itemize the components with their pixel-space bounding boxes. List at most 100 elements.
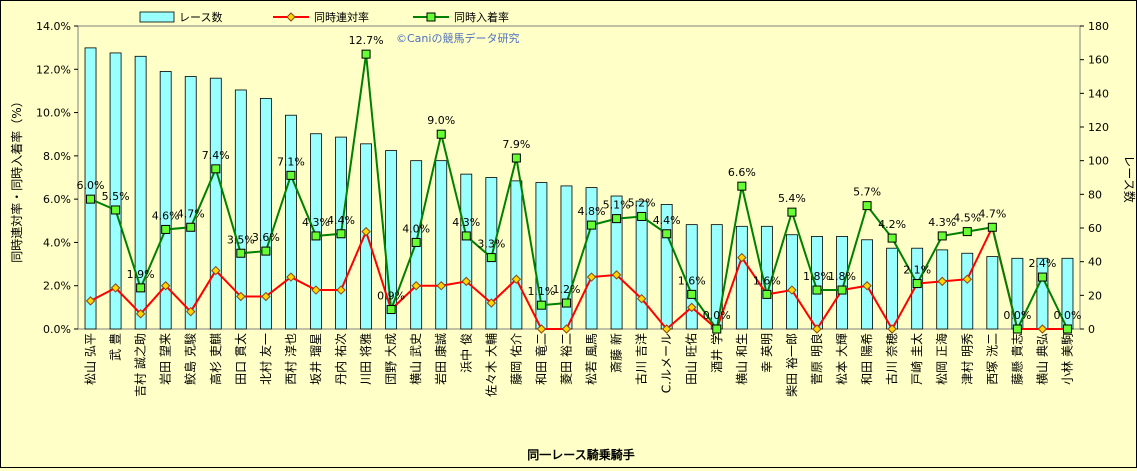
x-tick-label: 吉村 誠之助 (134, 333, 148, 397)
point-simultaneous-rentai (636, 293, 647, 304)
bar-race-count (585, 187, 598, 330)
x-axis-title: 同一レース騎乗騎手 (527, 447, 634, 462)
point-simultaneous-nyuchaku (411, 237, 421, 247)
point-simultaneous-rentai (812, 324, 822, 334)
y-right-tick-label: 180 (1088, 20, 1109, 33)
bar-race-count (635, 200, 648, 330)
y-left-tick-label: 6.0% (43, 193, 71, 206)
x-tick-label: 北村 友一 (259, 333, 273, 385)
point-simultaneous-rentai (110, 283, 121, 293)
point-simultaneous-rentai (962, 274, 972, 284)
point-simultaneous-nyuchaku (862, 201, 872, 211)
bar-race-count (685, 224, 698, 330)
bar-race-count (109, 52, 122, 330)
point-simultaneous-nyuchaku (486, 253, 496, 263)
y-left-tick-label: 8.0% (43, 150, 71, 163)
point-simultaneous-nyuchaku (812, 285, 822, 295)
bar-race-count (134, 55, 147, 330)
x-tick-label: 川田 将雅 (358, 333, 373, 385)
x-tick-label: 松山 弘平 (84, 333, 98, 385)
x-tick-label: 西村 淳也 (283, 333, 298, 385)
x-tick-label: 古川 吉洋 (634, 333, 649, 385)
point-simultaneous-nyuchaku (286, 170, 296, 180)
x-tick-label: 丹内 祐次 (334, 333, 348, 385)
x-tick-label: 西塚 洸二 (985, 333, 999, 385)
x-tick-label: 坂井 瑠星 (309, 333, 323, 385)
data-label: 0.0% (1003, 309, 1031, 322)
bar-race-count (936, 249, 949, 330)
point-simultaneous-rentai (862, 281, 872, 291)
x-tick-label: 柴田 裕一郎 (784, 333, 799, 397)
x-tick-label: 戸崎 圭太 (909, 333, 924, 385)
y-right-tick-label: 120 (1088, 121, 1109, 134)
x-tick-label: 津村 明秀 (960, 333, 974, 385)
y-right-tick-label: 40 (1088, 256, 1102, 269)
point-simultaneous-rentai (486, 298, 497, 308)
y-axis-title-left: 同時連対率・同時入着率（%） (9, 95, 24, 262)
point-simultaneous-rentai (160, 281, 171, 291)
point-simultaneous-nyuchaku (887, 233, 897, 243)
point-simultaneous-nyuchaku (111, 205, 121, 215)
bar-race-count (986, 256, 999, 330)
x-tick-label: 浜中 俊 (458, 333, 473, 373)
x-tick-label: 武 豊 (109, 333, 123, 361)
point-simultaneous-nyuchaku (987, 222, 997, 232)
point-simultaneous-rentai (937, 276, 947, 287)
point-simultaneous-rentai (135, 309, 146, 319)
x-tick-label: 横山 武史 (409, 333, 423, 385)
data-label: 3.3% (477, 238, 505, 251)
data-label: 1.9% (127, 268, 155, 281)
watermark: ©Caniの競馬データ研究 (396, 31, 519, 45)
point-simultaneous-nyuchaku (612, 214, 622, 224)
legend-marker-nyuchaku (426, 12, 436, 22)
point-simultaneous-nyuchaku (587, 220, 597, 230)
point-simultaneous-nyuchaku (561, 298, 571, 308)
point-simultaneous-rentai (687, 302, 697, 313)
point-simultaneous-nyuchaku (912, 279, 922, 289)
bar-race-count (886, 247, 899, 330)
y-right-tick-label: 60 (1088, 222, 1102, 235)
data-label: 0.0% (703, 309, 731, 322)
x-tick-label: 団野 大成 (384, 333, 398, 385)
data-label: 4.4% (653, 214, 681, 227)
x-tick-label: 岩田 望来 (158, 333, 173, 385)
bar-race-count (184, 76, 197, 330)
legend-label-nyuchaku: 同時入着率 (454, 10, 509, 24)
x-tick-label: 菅原 明良 (809, 333, 824, 385)
point-simultaneous-nyuchaku (336, 229, 346, 239)
point-simultaneous-nyuchaku (787, 207, 797, 217)
bar-race-count (735, 225, 748, 330)
bar-race-count (310, 133, 322, 330)
data-label: 3.6% (252, 231, 280, 244)
x-tick-label: 岩田 康誠 (433, 333, 448, 385)
x-tick-label: 高杉 吏麒 (208, 333, 223, 385)
data-label: 1.1% (527, 285, 555, 298)
point-simultaneous-nyuchaku (186, 222, 196, 232)
x-tick-label: 鮫島 克駿 (183, 333, 198, 385)
point-simultaneous-rentai (85, 296, 96, 306)
data-label: 0.9% (377, 290, 405, 303)
y-right-tick-label: 20 (1088, 289, 1102, 302)
y-left-tick-label: 0.0% (43, 323, 71, 336)
x-tick-label: 藤岡 佑介 (509, 333, 523, 385)
data-label: 1.6% (753, 274, 781, 287)
data-label: 7.9% (502, 138, 530, 151)
point-simultaneous-nyuchaku (136, 283, 146, 293)
point-simultaneous-rentai (1037, 324, 1048, 334)
bar-race-count (610, 195, 623, 330)
x-tick-label: 斎藤 新 (609, 333, 624, 373)
point-simultaneous-rentai (411, 281, 421, 291)
bar-race-count (510, 180, 523, 330)
point-simultaneous-nyuchaku (762, 289, 772, 299)
data-label: 4.0% (402, 222, 430, 235)
bar-race-count (285, 114, 297, 330)
x-tick-label: 菱田 裕二 (558, 333, 573, 385)
line-simultaneous-nyuchaku (90, 53, 1069, 332)
data-label: 4.7% (177, 207, 205, 220)
legend-swatch-race-count (139, 11, 175, 23)
point-simultaneous-rentai (286, 272, 296, 282)
x-tick-label: 松本 大輝 (835, 333, 849, 385)
data-label: 5.1% (603, 199, 631, 212)
bar-race-count (836, 236, 848, 330)
point-simultaneous-nyuchaku (712, 324, 722, 334)
